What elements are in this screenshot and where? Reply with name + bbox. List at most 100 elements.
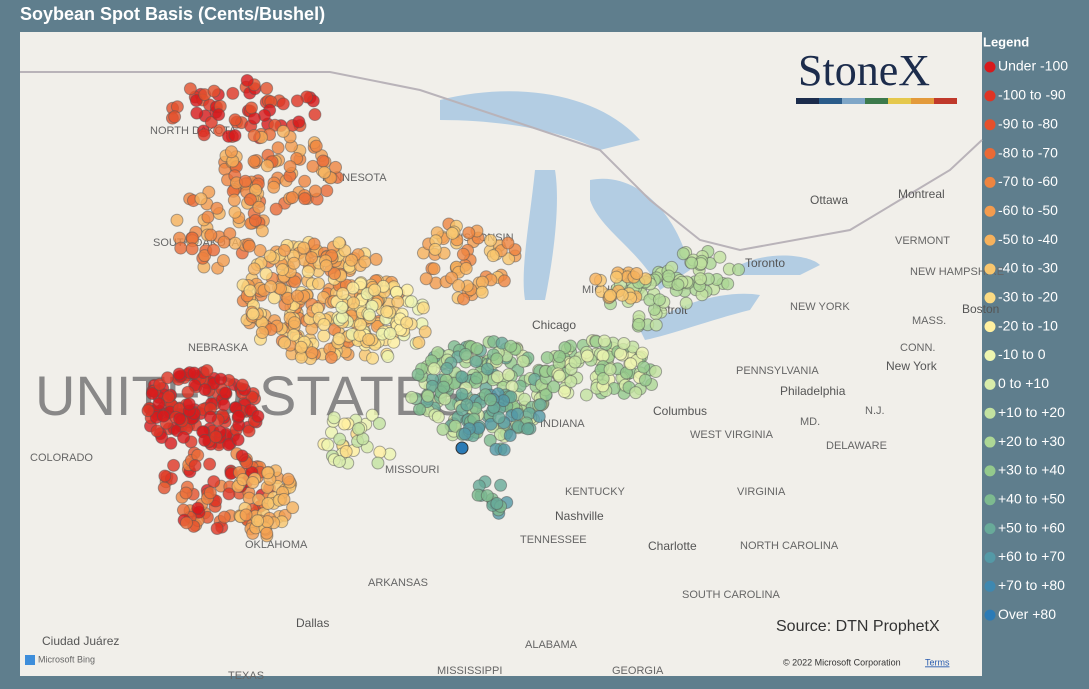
basis-points (141, 73, 746, 543)
basis-point (317, 317, 331, 331)
basis-point (368, 283, 382, 297)
basis-point (460, 398, 474, 412)
logo-stripe (796, 98, 819, 104)
basis-point (247, 129, 261, 143)
legend-swatch (984, 234, 996, 246)
basis-point (497, 274, 511, 288)
terms-link[interactable]: Terms (925, 657, 950, 667)
city-label: Columbus (653, 404, 707, 418)
map: UNITED STATES NORTH DAKOTA MINNESOTA SOU… (20, 32, 1004, 682)
basis-point (503, 429, 517, 443)
border (20, 71, 983, 252)
basis-point (305, 251, 319, 265)
state-label: N.J. (865, 405, 885, 417)
basis-point (228, 205, 242, 219)
copyright: © 2022 Microsoft Corporation (783, 657, 901, 667)
basis-point (469, 354, 483, 368)
basis-point (185, 242, 199, 256)
basis-point (203, 457, 217, 471)
basis-point (335, 300, 349, 314)
basis-point (276, 124, 290, 138)
basis-point (411, 368, 425, 382)
state-label: GEORGIA (612, 665, 664, 677)
basis-point (552, 350, 566, 364)
source: Source: DTN ProphetX (776, 618, 940, 635)
basis-point (260, 81, 274, 95)
basis-point (532, 409, 546, 423)
basis-point (458, 427, 472, 441)
title: Soybean Spot Basis (Cents/Bushel) (20, 4, 325, 24)
basis-point (405, 390, 419, 404)
basis-point (305, 346, 319, 360)
basis-point (301, 265, 315, 279)
logo-stripe (911, 98, 934, 104)
basis-point (264, 280, 278, 294)
basis-point (412, 335, 426, 349)
legend-swatch (984, 378, 996, 390)
basis-point (238, 174, 252, 188)
basis-point (247, 154, 261, 168)
basis-point (329, 160, 343, 174)
state-label: OKLAHOMA (245, 539, 308, 551)
basis-point (207, 243, 221, 257)
basis-point (198, 383, 212, 397)
basis-point (239, 508, 253, 522)
basis-point (217, 398, 231, 412)
state-label: INDIANA (540, 418, 585, 430)
basis-point (161, 371, 175, 385)
legend-swatch (984, 321, 996, 333)
basis-point (346, 296, 360, 310)
city-label: Chicago (532, 318, 576, 332)
basis-point (327, 411, 341, 425)
basis-point (203, 486, 217, 500)
basis-point (246, 307, 260, 321)
basis-point (255, 326, 269, 340)
basis-point (235, 378, 249, 392)
basis-point (470, 371, 484, 385)
legend-swatch (984, 407, 996, 419)
legend-swatch (984, 263, 996, 275)
basis-point (141, 404, 155, 418)
basis-point (455, 441, 469, 455)
basis-point (346, 281, 360, 295)
basis-point (637, 360, 651, 374)
legend-swatch (984, 292, 996, 304)
legend-swatch (984, 205, 996, 217)
basis-point (212, 108, 226, 122)
basis-point (486, 249, 500, 263)
basis-point (589, 272, 603, 286)
basis-point (490, 352, 504, 366)
legend-label: +50 to +60 (998, 519, 1065, 535)
basis-point (445, 226, 459, 240)
basis-point (540, 351, 554, 365)
basis-point (191, 501, 205, 515)
basis-point (470, 342, 484, 356)
basis-point (391, 295, 405, 309)
basis-point (231, 433, 245, 447)
basis-point (216, 254, 230, 268)
basis-point (358, 255, 372, 269)
basis-point (251, 409, 265, 423)
legend-swatch (984, 176, 996, 188)
basis-point (502, 368, 516, 382)
basis-point (297, 241, 311, 255)
basis-point (596, 349, 610, 363)
basis-point (232, 409, 246, 423)
basis-point (235, 449, 249, 463)
basis-point (162, 390, 176, 404)
basis-point (419, 272, 433, 286)
logo-stripe (819, 98, 842, 104)
basis-point (217, 235, 231, 249)
lake-michigan (523, 170, 557, 300)
basis-point (413, 402, 427, 416)
legend-title: Legend (983, 34, 1029, 49)
basis-point (552, 369, 566, 383)
basis-point (247, 111, 261, 125)
state-label: WEST VIRGINIA (690, 429, 774, 441)
basis-point (271, 141, 285, 155)
basis-point (306, 159, 320, 173)
basis-point (242, 239, 256, 253)
basis-point (494, 478, 508, 492)
basis-point (671, 278, 685, 292)
basis-point (502, 252, 516, 266)
